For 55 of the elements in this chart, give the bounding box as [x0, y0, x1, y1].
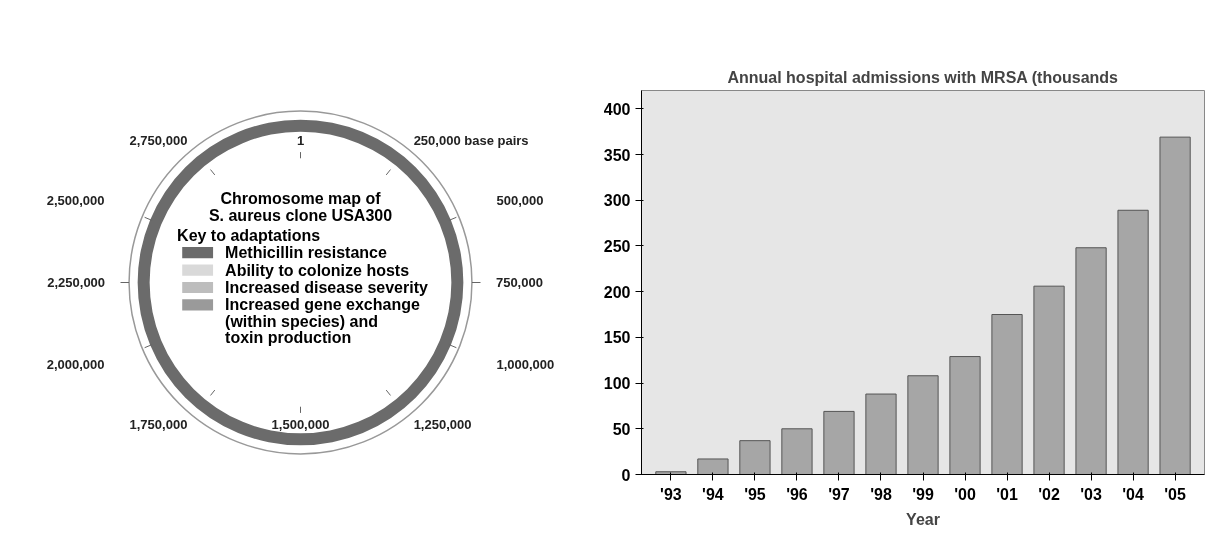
chart-title: Annual hospital admissions with MRSA (thousands	[727, 68, 1119, 86]
bar	[823, 410, 855, 475]
bar	[949, 356, 981, 475]
x-tick-label: '04	[1122, 485, 1144, 503]
text: 750,000	[495, 275, 543, 290]
bar	[1159, 136, 1191, 475]
x-tick-label: '94	[702, 485, 724, 503]
text: 1,750,000	[129, 416, 188, 432]
x-tick-label: '97	[828, 485, 850, 503]
text: 250,000 base pairs	[413, 133, 529, 149]
x-tick-label: '98	[870, 485, 892, 503]
x-tick-label: '02	[1038, 485, 1060, 503]
category-label: Methicillin resistance	[225, 244, 388, 262]
y-tick-label: 300	[603, 192, 631, 210]
y-tick-label: 50	[612, 420, 631, 438]
text: 2,750,000	[129, 133, 188, 149]
x-tick-label: '95	[744, 485, 766, 503]
y-tick-label: 200	[603, 283, 631, 301]
bar	[739, 440, 771, 475]
y-tick-label: 350	[603, 146, 631, 164]
text: 2,000,000	[46, 356, 105, 372]
text: 1,000,000	[496, 356, 555, 372]
text: Chromosome map of S. aureus clone USA300	[208, 189, 393, 224]
x-tick-label: '03	[1080, 485, 1102, 503]
x-tick-label: '01	[996, 485, 1018, 503]
text: 1	[296, 133, 305, 149]
x-axis-title: Year	[906, 510, 940, 528]
x-tick-label: '96	[786, 485, 808, 503]
category-label: Increased gene exchange (within species) and toxin production	[225, 296, 420, 346]
x-tick-label: '05	[1164, 485, 1186, 503]
x-tick-label: '93	[660, 485, 682, 503]
bar	[1033, 285, 1065, 475]
bar	[1117, 209, 1149, 475]
bar	[781, 428, 813, 475]
text: 500,000	[496, 193, 544, 209]
category-label: Ability to colonize hosts	[225, 261, 410, 279]
y-tick-label: 250	[603, 237, 631, 255]
bar	[697, 458, 729, 475]
x-tick-label: '99	[912, 485, 934, 503]
bar	[1075, 247, 1107, 475]
text: 2,250,000	[47, 275, 106, 290]
x-tick-label: '00	[954, 485, 976, 503]
legend-title: Key to adaptations	[177, 226, 321, 244]
y-tick-label: 400	[603, 100, 631, 118]
text: 1,500,000	[271, 416, 330, 432]
y-tick-label: 100	[603, 375, 631, 393]
category-label: Increased disease severity	[225, 278, 428, 296]
text: 1,250,000	[413, 416, 472, 432]
text: 2,500,000	[46, 193, 105, 209]
y-tick-label: 0	[621, 466, 631, 484]
y-tick-label: 150	[603, 329, 631, 347]
bar	[907, 375, 939, 475]
bar	[655, 471, 687, 475]
bar	[991, 314, 1023, 475]
bar	[865, 393, 897, 475]
